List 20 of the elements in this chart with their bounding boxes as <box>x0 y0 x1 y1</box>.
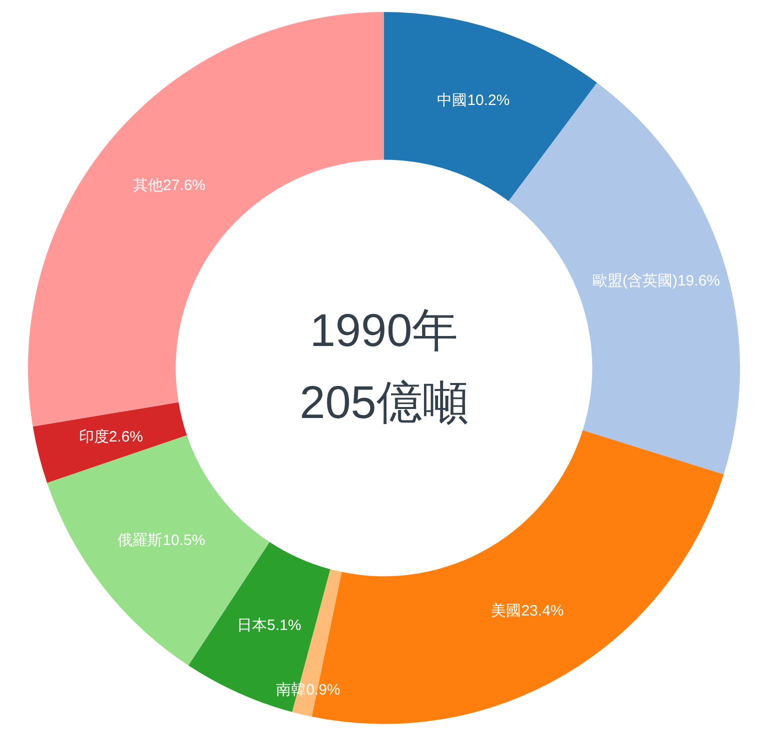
data-label: 10.5% <box>162 532 206 550</box>
text: 205億噸 <box>300 376 468 428</box>
slice-label: 日本 <box>237 616 267 634</box>
donut-slice <box>508 82 740 474</box>
donut-slice <box>384 12 598 202</box>
data-label: 0.9% <box>306 682 340 699</box>
donut-slice <box>32 402 187 483</box>
slice-label: 中國 <box>437 92 468 109</box>
data-label: 19.6% <box>677 272 720 290</box>
text: 1990年 <box>310 304 458 356</box>
data-label: 27.6% <box>162 177 206 194</box>
slice-label: 印度 <box>78 428 109 446</box>
data-label: 5.1% <box>267 616 302 634</box>
slice-label: 歐盟(含英國) <box>592 272 678 290</box>
data-label: 10.2% <box>467 92 510 109</box>
slice-label: 俄羅斯 <box>118 532 163 550</box>
slice-label: 其他 <box>132 177 163 194</box>
slice-label: 美國 <box>491 602 522 620</box>
data-label: 23.4% <box>521 602 564 620</box>
data-label: 2.6% <box>108 428 144 446</box>
